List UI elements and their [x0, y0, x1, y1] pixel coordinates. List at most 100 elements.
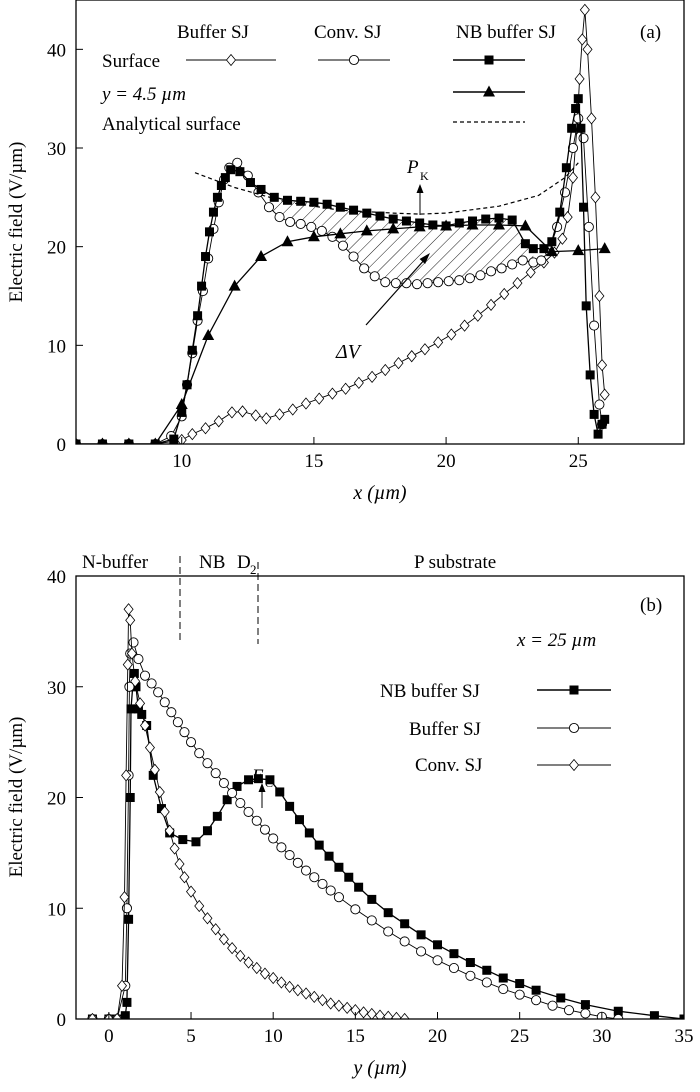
b-series-0-point-23	[244, 775, 254, 785]
a-series-3-point-0	[76, 437, 80, 444]
a-series-2-point-52	[589, 409, 599, 419]
b-series-2-point-6	[122, 658, 133, 671]
a-series-1-point-29	[380, 277, 391, 288]
b-series-0-point-14	[148, 770, 158, 780]
b-series-1-point-44	[481, 977, 492, 988]
a-series-1-point-23	[316, 225, 327, 236]
x-axis-label-b: y (µm)	[351, 1057, 407, 1079]
b-series-1-point-14	[166, 707, 177, 718]
b-series-2-point-9	[126, 647, 137, 660]
a-series-3-point-1	[98, 437, 106, 444]
a-series-2-point-20	[269, 192, 279, 202]
b-series-1-point-11	[146, 678, 157, 689]
a-series-0-point-8	[226, 406, 237, 419]
b-series-0-point-47	[580, 1000, 590, 1010]
legend-sample-buffer-sj-marker	[225, 53, 237, 67]
b-series-1-point-16	[179, 727, 190, 738]
legend-sample-b-conv-sj-marker	[568, 758, 580, 772]
b-series-1-point-30	[292, 857, 303, 868]
a-series-1-point-27	[359, 263, 370, 274]
a-series-0-point-13	[287, 403, 298, 416]
b-series-1-point-46	[514, 989, 525, 1000]
a-series-0-point-25	[446, 328, 457, 341]
legend-sample-b-nb-buffer-sj-marker	[569, 685, 579, 695]
annotation-e: E	[251, 766, 264, 787]
a-series-3-point-19	[572, 244, 585, 256]
b-series-2-point-39	[333, 999, 344, 1012]
legend-title-b: x = 25 µm	[516, 630, 596, 651]
a-series-0-point-46	[599, 388, 610, 401]
b-series-1-point-8	[128, 637, 139, 648]
a-series-3-point-3	[151, 437, 159, 444]
b-series-2-point-13	[144, 741, 155, 754]
b-y-tick-label-0: 0	[57, 1010, 67, 1031]
a-series-2-point-53	[593, 429, 603, 439]
b-series-2-point-18	[169, 842, 180, 855]
b-series-0-point-48	[613, 1006, 623, 1016]
a-series-0-point-36	[567, 171, 578, 184]
a-series-0-point-19	[367, 370, 378, 384]
legend-samples-b	[537, 685, 611, 772]
b-series-2-point-21	[186, 885, 197, 898]
a-series-0-point-22	[406, 350, 417, 363]
a-series-0-point-39	[577, 33, 588, 46]
b-series-1-point-21	[218, 778, 229, 789]
b-series-0-point-6	[125, 793, 135, 802]
legend-sample-nb-y45-marker	[483, 85, 495, 97]
a-series-2-line	[76, 98, 606, 444]
a-series-2-point-17	[235, 167, 245, 177]
a-series-2-point-11	[204, 227, 214, 237]
b-series-0-point-5	[124, 914, 134, 924]
a-series-0-point-18	[353, 376, 364, 389]
b-series-0-point-37	[400, 919, 410, 929]
a-series-2-point-48	[576, 123, 586, 133]
a-series-0-point-41	[582, 43, 593, 56]
b-series-2-point-25	[218, 933, 229, 946]
a-series-1-point-49	[573, 113, 584, 124]
a-series-1-point-40	[496, 263, 507, 274]
a-series-1-point-41	[507, 259, 518, 270]
b-series-1-point-13	[159, 697, 170, 708]
a-series-2-point-19	[256, 184, 266, 194]
b-series-0-point-19	[202, 826, 212, 836]
a-series-0-point-43	[590, 191, 601, 204]
legend-sample-conv-sj-marker	[348, 54, 360, 66]
region-d-subscript: 2	[250, 562, 257, 577]
b-series-1-point-27	[268, 833, 279, 844]
b-series-1-point-10	[139, 670, 151, 681]
b-series-0-point-45	[531, 985, 541, 995]
b-series-1-point-34	[325, 885, 336, 896]
b-series-2-point-15	[154, 785, 165, 799]
a-series-0-point-40	[579, 3, 590, 16]
a-series-2-point-10	[201, 252, 211, 262]
b-series-2-point-31	[268, 971, 279, 985]
a-series-0-point-9	[237, 405, 248, 418]
a-series-2-point-46	[571, 104, 581, 114]
legend-col-conv-sj: Conv. SJ	[314, 22, 381, 43]
a-x-tick-label-0: 10	[172, 451, 191, 472]
legend-sample-nb-surface-marker	[484, 55, 494, 65]
region-d: D	[237, 552, 251, 573]
b-y-tick-label-1: 10	[47, 899, 66, 920]
b-series-2-point-43	[366, 1007, 377, 1019]
b-series-0-point-36	[383, 908, 393, 918]
a-series-2-point-41	[539, 244, 549, 254]
b-series-2-point-44	[374, 1009, 386, 1019]
a-series-2-point-22	[296, 196, 306, 206]
b-series-1-point-32	[309, 872, 320, 883]
a-series-2-point-4	[169, 434, 179, 444]
a-series-2-point-25	[335, 202, 345, 212]
b-series-1-point-17	[185, 737, 197, 748]
a-series-0-point-7	[213, 415, 224, 428]
a-series-0-point-11	[261, 412, 272, 425]
b-series-0-point-3	[120, 1011, 130, 1019]
b-series-1-point-38	[383, 926, 394, 937]
a-series-0-point-24	[433, 336, 444, 349]
legend-samples-a	[186, 53, 525, 123]
b-series-2-point-10	[130, 675, 141, 688]
delta-v-hatch-fill	[269, 197, 534, 285]
b-series-1-point-31	[301, 865, 312, 876]
a-series-2-point-43	[555, 207, 565, 217]
a-series-2-point-51	[585, 370, 595, 380]
a-series-1-point-44	[536, 255, 547, 266]
